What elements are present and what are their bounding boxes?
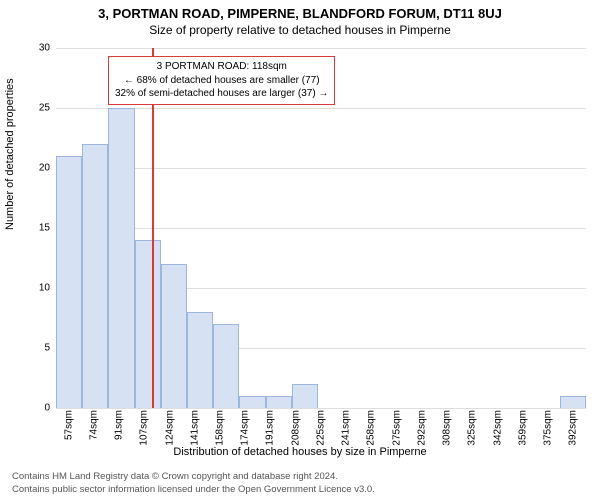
y-axis-label: Number of detached properties xyxy=(4,78,16,230)
y-tick-label: 15 xyxy=(20,223,50,234)
x-tick-label: 91sqm xyxy=(114,410,125,440)
page-title: 3, PORTMAN ROAD, PIMPERNE, BLANDFORD FOR… xyxy=(0,0,600,21)
x-tick-label: 158sqm xyxy=(215,410,226,446)
x-tick-label: 174sqm xyxy=(240,410,251,446)
histogram-bar xyxy=(82,144,108,408)
x-tick-label: 74sqm xyxy=(88,410,99,440)
histogram-bar xyxy=(239,396,265,408)
histogram-bar xyxy=(266,396,292,408)
callout-line: 3 PORTMAN ROAD: 118sqm xyxy=(115,60,328,74)
x-tick-label: 141sqm xyxy=(189,410,200,446)
x-tick-label: 325sqm xyxy=(467,410,478,446)
y-tick-label: 20 xyxy=(20,163,50,174)
chart-container: 3, PORTMAN ROAD, PIMPERNE, BLANDFORD FOR… xyxy=(0,0,600,500)
x-tick-label: 208sqm xyxy=(290,410,301,446)
x-tick-label: 241sqm xyxy=(341,410,352,446)
histogram-bar xyxy=(187,312,213,408)
x-tick-label: 225sqm xyxy=(315,410,326,446)
histogram-bar xyxy=(56,156,82,408)
highlight-callout: 3 PORTMAN ROAD: 118sqm ← 68% of detached… xyxy=(108,56,335,105)
x-tick-label: 308sqm xyxy=(442,410,453,446)
x-tick-label: 359sqm xyxy=(517,410,528,446)
plot-area: 051015202530 57sqm74sqm91sqm107sqm124sqm… xyxy=(56,48,586,408)
x-tick-label: 258sqm xyxy=(366,410,377,446)
x-tick-label: 124sqm xyxy=(164,410,175,446)
y-tick-label: 25 xyxy=(20,103,50,114)
x-tick-label: 392sqm xyxy=(568,410,579,446)
y-tick-label: 5 xyxy=(20,343,50,354)
callout-line: 32% of semi-detached houses are larger (… xyxy=(115,87,328,101)
x-axis-label: Distribution of detached houses by size … xyxy=(0,446,600,458)
y-tick-label: 30 xyxy=(20,43,50,54)
histogram-bar xyxy=(161,264,187,408)
y-tick-label: 0 xyxy=(20,403,50,414)
grid-line xyxy=(56,408,586,409)
page-subtitle: Size of property relative to detached ho… xyxy=(0,21,600,37)
histogram-bar xyxy=(292,384,318,408)
footer-attribution: Contains HM Land Registry data © Crown c… xyxy=(12,471,375,496)
histogram-bar xyxy=(108,108,134,408)
callout-line: ← 68% of detached houses are smaller (77… xyxy=(115,74,328,88)
x-tick-label: 191sqm xyxy=(265,410,276,446)
x-tick-label: 342sqm xyxy=(492,410,503,446)
x-tick-label: 275sqm xyxy=(391,410,402,446)
x-tick-label: 292sqm xyxy=(416,410,427,446)
histogram-bar xyxy=(560,396,586,408)
footer-line: Contains HM Land Registry data © Crown c… xyxy=(12,471,375,483)
x-tick-label: 57sqm xyxy=(63,410,74,440)
histogram-bar xyxy=(135,240,161,408)
footer-line: Contains public sector information licen… xyxy=(12,484,375,496)
x-tick-label: 375sqm xyxy=(543,410,554,446)
histogram-bar xyxy=(213,324,239,408)
x-tick-label: 107sqm xyxy=(139,410,150,446)
y-tick-label: 10 xyxy=(20,283,50,294)
